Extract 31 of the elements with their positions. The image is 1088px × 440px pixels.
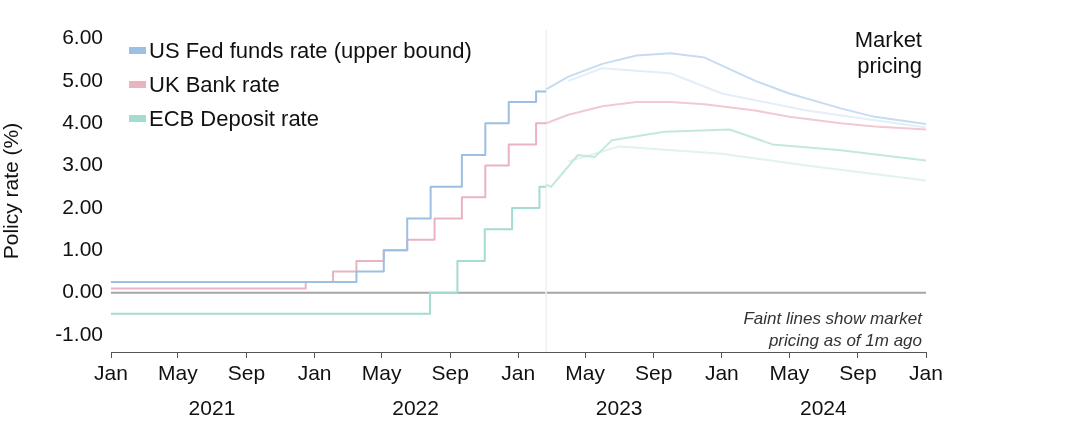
y-tick-label: 1.00 bbox=[62, 237, 103, 261]
y-tick-label: 0.00 bbox=[62, 279, 103, 303]
legend-label: US Fed funds rate (upper bound) bbox=[149, 38, 472, 64]
legend-label: ECB Deposit rate bbox=[149, 106, 319, 132]
x-tick-label: Sep bbox=[431, 361, 469, 385]
legend-label: UK Bank rate bbox=[149, 72, 280, 98]
x2-tick-label: 2024 bbox=[800, 396, 848, 420]
x-tick-label: Sep bbox=[839, 361, 877, 385]
x-tick-label: Jan bbox=[94, 361, 128, 385]
x-tick-label: May bbox=[565, 361, 606, 385]
y-tick-label: 4.00 bbox=[62, 110, 103, 134]
x-tick-label: Sep bbox=[227, 361, 266, 385]
x-tick-label: May bbox=[158, 361, 199, 385]
annotation: Faint lines show market pricing as of 1m ago bbox=[743, 309, 924, 351]
y-axis-title: Policy rate (%) bbox=[0, 122, 23, 260]
annotation: Market pricing bbox=[854, 27, 922, 79]
x2-tick-label: 2023 bbox=[595, 396, 643, 420]
x-tick-label: May bbox=[361, 361, 402, 385]
x-tick-label: Jan bbox=[704, 361, 739, 385]
y-tick-label: 2.00 bbox=[62, 194, 103, 218]
y-tick-label: 3.00 bbox=[62, 152, 103, 176]
x2-tick-label: 2022 bbox=[392, 396, 439, 420]
x-tick-label: Jan bbox=[501, 361, 536, 385]
x-tick-label: Jan bbox=[909, 361, 943, 385]
y-tick-label: 6.00 bbox=[62, 25, 103, 49]
x2-tick-label: 2021 bbox=[188, 396, 236, 420]
x-tick-label: May bbox=[769, 361, 810, 385]
y-tick-label: 5.00 bbox=[62, 67, 103, 91]
y-tick-label: -1.00 bbox=[55, 321, 103, 345]
x-tick-label: Jan bbox=[297, 361, 332, 385]
x-tick-label: Sep bbox=[635, 361, 673, 385]
